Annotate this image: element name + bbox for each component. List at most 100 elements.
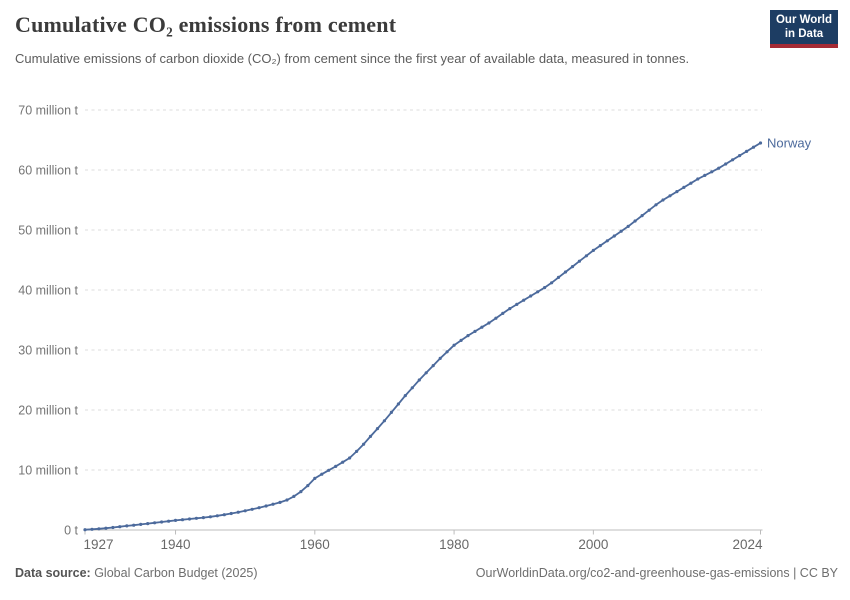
data-source-note: Data source: Global Carbon Budget (2025) [15, 566, 258, 580]
data-point [563, 270, 568, 274]
chart-footer: Data source: Global Carbon Budget (2025)… [15, 566, 838, 580]
owid-citation-link[interactable]: OurWorldinData.org/co2-and-greenhouse-ga… [475, 566, 838, 580]
data-point [201, 516, 205, 520]
data-point [626, 224, 630, 228]
data-point [132, 523, 136, 527]
data-point [278, 500, 282, 504]
data-point [222, 513, 226, 517]
data-point [187, 517, 192, 521]
data-point [654, 203, 658, 207]
data-source-value: Global Carbon Budget (2025) [90, 566, 258, 580]
data-point [703, 173, 707, 177]
data-point [257, 506, 261, 510]
data-point [487, 321, 491, 325]
data-point [104, 526, 108, 530]
data-point [167, 519, 171, 523]
y-axis-tick-label: 0 t [64, 524, 78, 538]
data-point [522, 298, 526, 302]
y-axis-tick-label: 10 million t [18, 464, 78, 478]
data-point [320, 472, 324, 476]
data-point [250, 507, 254, 511]
data-point [591, 248, 596, 252]
data-point [668, 194, 672, 198]
data-point [180, 518, 185, 522]
data-point [125, 524, 129, 528]
data-point [348, 456, 352, 460]
page-title: Cumulative CO₂ emissions from cement [15, 12, 397, 37]
data-point [515, 302, 519, 306]
data-point [612, 234, 616, 238]
owid-logo[interactable]: Our World in Data [770, 10, 838, 48]
x-axis-tick-label: 2024 [732, 537, 763, 552]
y-axis-tick-label: 20 million t [18, 404, 78, 418]
data-point [724, 162, 728, 166]
data-point [292, 494, 296, 498]
data-point [417, 378, 421, 382]
data-point [501, 311, 505, 315]
data-point [334, 464, 338, 468]
data-point [570, 265, 575, 269]
x-axis-tick-label: 1927 [84, 537, 114, 552]
data-point [194, 516, 198, 520]
data-point [111, 525, 115, 530]
data-point [264, 504, 268, 508]
data-point [556, 275, 561, 279]
data-point [438, 356, 442, 360]
data-point [710, 170, 714, 174]
x-axis-tick-label: 1980 [439, 537, 469, 552]
data-point [431, 364, 435, 368]
data-point [146, 522, 150, 526]
data-point [738, 154, 742, 158]
data-point [536, 290, 540, 294]
data-point [396, 402, 400, 406]
data-point [445, 350, 449, 354]
x-axis-tick-label: 1960 [300, 537, 330, 552]
chart-subtitle: Cumulative emissions of carbon dioxide (… [15, 51, 690, 66]
data-point [682, 185, 686, 189]
data-point [375, 427, 380, 431]
data-point [452, 343, 456, 347]
data-point [208, 515, 212, 519]
data-point [480, 325, 484, 329]
data-point [640, 214, 644, 218]
data-point [313, 476, 317, 480]
data-point [299, 490, 303, 494]
data-point [173, 518, 178, 523]
data-point [633, 219, 637, 223]
data-point [577, 259, 582, 263]
data-point [661, 198, 665, 202]
data-point [584, 254, 589, 258]
data-point [751, 145, 756, 149]
data-point [717, 166, 721, 170]
data-point [215, 514, 219, 518]
data-point [745, 149, 749, 153]
data-point [306, 484, 310, 488]
data-point [153, 521, 157, 525]
data-point [424, 371, 428, 375]
data-point [327, 468, 331, 472]
data-point [389, 410, 393, 414]
y-axis-tick-label: 50 million t [18, 224, 78, 238]
data-point [466, 334, 470, 338]
series-line-norway[interactable] [84, 142, 762, 531]
data-point [118, 525, 122, 529]
data-point [229, 511, 233, 516]
data-point [473, 329, 477, 333]
data-point [285, 498, 289, 502]
data-point [689, 181, 693, 185]
series-label-norway[interactable]: Norway [767, 136, 812, 151]
x-axis-tick-label: 1940 [161, 537, 191, 552]
data-point [341, 460, 345, 464]
data-point [368, 434, 373, 438]
y-axis-tick-label: 60 million t [18, 164, 78, 178]
owid-logo-line2: in Data [784, 28, 824, 40]
data-point [675, 190, 679, 194]
data-point [410, 386, 414, 390]
data-point [459, 338, 463, 342]
data-point [550, 281, 554, 285]
y-axis-tick-label: 70 million t [18, 104, 78, 118]
y-axis-tick-label: 40 million t [18, 284, 78, 298]
data-point [160, 520, 164, 524]
